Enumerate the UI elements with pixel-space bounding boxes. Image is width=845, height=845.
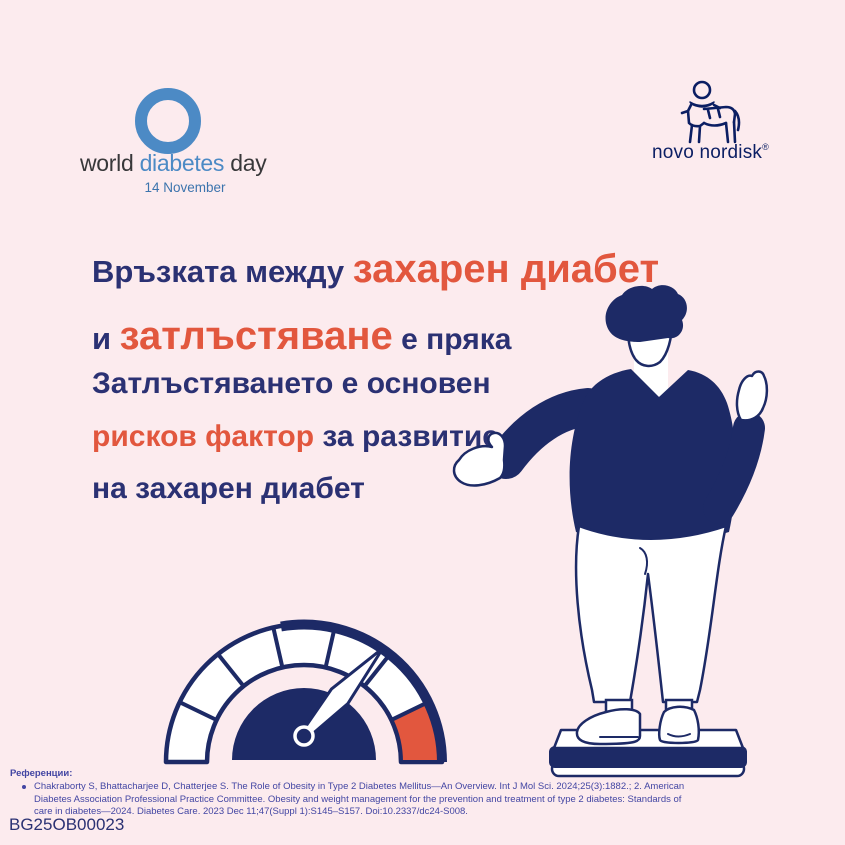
wdd-logo-wordmark: world diabetes day	[80, 150, 290, 177]
subheadline-line3: на захарен диабет	[92, 465, 499, 518]
gauge-ticks	[178, 627, 392, 722]
wdd-date: 14 November	[144, 180, 226, 195]
person-right-arm	[703, 412, 765, 524]
headline-line1-navy: Връзката между	[92, 254, 353, 289]
scale-base	[549, 746, 747, 768]
bmi-gauge-illustration	[163, 619, 447, 765]
person-right-hand	[735, 370, 769, 422]
novo-nordisk-wordmark: novo nordisk®	[652, 142, 782, 164]
wdd-word-diabetes: diabetes	[139, 150, 231, 176]
registered-mark: ®	[762, 142, 769, 152]
reference-text: Chakraborty S, Bhattacharjee D, Chatterj…	[34, 781, 685, 817]
headline-line2-navy2: е пряка	[392, 323, 512, 356]
subheadline-line1: Затлъстяването е основен	[92, 360, 499, 413]
references: Референции: Chakraborty S, Bhattacharjee…	[10, 768, 700, 819]
person-left-hand	[452, 431, 507, 487]
references-label: Референции:	[10, 768, 73, 779]
novo-nordisk-bull-icon	[680, 80, 741, 144]
headline-line1: Връзката между захарен диабет	[92, 240, 659, 307]
wdd-word-world: world	[80, 150, 140, 176]
person-left-arm	[487, 388, 607, 479]
world-diabetes-day-circle-icon	[135, 88, 201, 154]
gauge-needle-pivot	[293, 725, 315, 747]
headline-line2: и затлъстяване е пряка	[92, 307, 659, 374]
subheadline-line2: рисков фактор за развитие	[92, 413, 499, 466]
person-hair	[605, 285, 687, 342]
subheadline-line2-orange: рисков фактор	[92, 419, 315, 453]
person-pants	[574, 524, 728, 704]
nn-brand: novo nordisk	[652, 142, 763, 163]
subheadline-line2-navy: за развитие	[314, 419, 499, 453]
headline: Връзката между захарен диабет и затлъстя…	[92, 240, 659, 374]
approval-code: BG25OB00023	[9, 815, 125, 834]
headline-line2-orange: затлъстяване	[119, 314, 393, 358]
person-illustration	[452, 285, 769, 746]
bullet-icon	[22, 785, 26, 789]
subheadline-line1-text: Затлъстяването е основен	[92, 367, 491, 400]
person-pants-crease	[639, 547, 649, 575]
headline-line1-orange: захарен диабет	[352, 247, 660, 291]
subheadline: Затлъстяването е основен рисков фактор з…	[92, 360, 499, 518]
person-right-shoe	[657, 705, 701, 745]
person-left-shoe	[575, 708, 642, 746]
wdd-word-day: day	[230, 150, 267, 176]
gauge-hub	[232, 688, 376, 760]
gauge-rim-thick	[280, 619, 447, 763]
person-right-shoe-detail	[667, 733, 691, 738]
person-sweater	[569, 369, 736, 544]
subheadline-line3-text: на захарен диабет	[92, 472, 365, 505]
reference-item: Chakraborty S, Bhattacharjee D, Chatterj…	[10, 781, 700, 819]
headline-line2-navy1: и	[92, 321, 120, 356]
